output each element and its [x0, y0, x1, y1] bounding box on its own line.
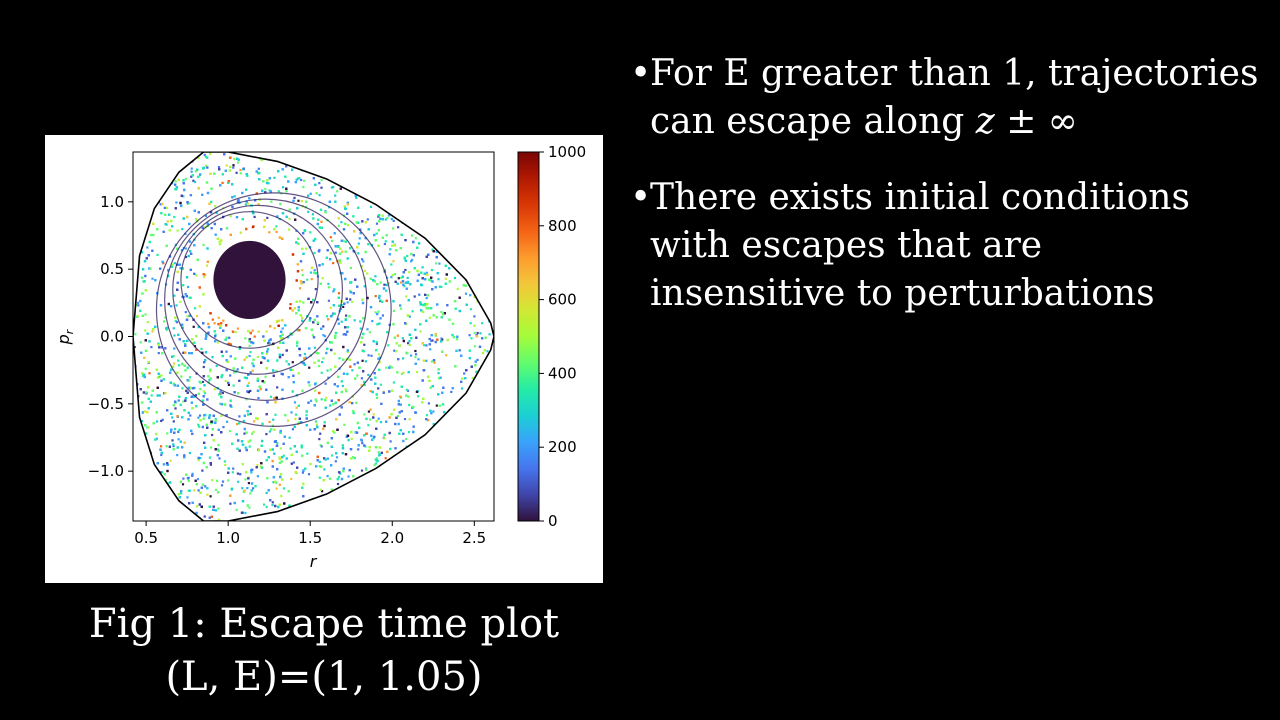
escape-time-plot: 0.5 1.0 1.5 2.0 2.5 1.0 0.5 0.0 −0.5 −1.0 r pr 1…: [54, 143, 586, 571]
colorbar-tick-label: 1000: [548, 143, 586, 161]
caption-line-1: Fig 1: Escape time plot: [88, 601, 560, 647]
x-tick-label: 2.5: [462, 529, 486, 547]
bullet-item: • For E greater than 1, trajectories can…: [630, 50, 1270, 146]
colorbar-tick-label: 600: [548, 291, 577, 309]
x-tick-label: 2.0: [380, 529, 404, 547]
bullet-dot-icon: •: [630, 53, 652, 94]
bullet-line: For E greater than 1, trajectories: [650, 53, 1259, 94]
bullet-item: • There exists initial conditions with e…: [630, 174, 1270, 318]
y-tick-label: 0.5: [100, 260, 124, 278]
colorbar-tick-label: 400: [548, 364, 577, 382]
figure-caption: Fig 1: Escape time plot (L, E)=(1, 1.05): [45, 598, 603, 704]
bullet-list: • For E greater than 1, trajectories can…: [630, 50, 1270, 346]
x-tick-label: 0.5: [134, 529, 158, 547]
math-expression: z ± ∞: [975, 101, 1078, 142]
colorbar: [517, 151, 540, 522]
y-tick-label: −1.0: [88, 462, 124, 480]
y-tick-label: −0.5: [88, 395, 124, 413]
colorbar-tick-label: 800: [548, 217, 577, 235]
bullet-line: insensitive to perturbations: [650, 273, 1155, 314]
y-tick-label: 1.0: [100, 193, 124, 211]
x-tick-label: 1.0: [216, 529, 240, 547]
x-tick-label: 1.5: [298, 529, 322, 547]
bullet-dot-icon: •: [630, 177, 652, 218]
y-tick-label: 0.0: [100, 328, 124, 346]
regular-island: [213, 240, 286, 319]
bullet-line: can escape along z ± ∞: [650, 101, 1078, 142]
x-axis-label: r: [310, 552, 318, 571]
escape-time-figure: 0.5 1.0 1.5 2.0 2.5 1.0 0.5 0.0 −0.5 −1.0 r pr 1…: [45, 135, 603, 583]
bullet-line: with escapes that are: [650, 225, 1043, 266]
colorbar-tick-label: 200: [548, 438, 577, 456]
bullet-line: There exists initial conditions: [650, 177, 1190, 218]
caption-line-2: (L, E)=(1, 1.05): [165, 654, 483, 700]
colorbar-tick-label: 0: [548, 512, 558, 530]
y-axis-label: pr: [54, 328, 76, 345]
